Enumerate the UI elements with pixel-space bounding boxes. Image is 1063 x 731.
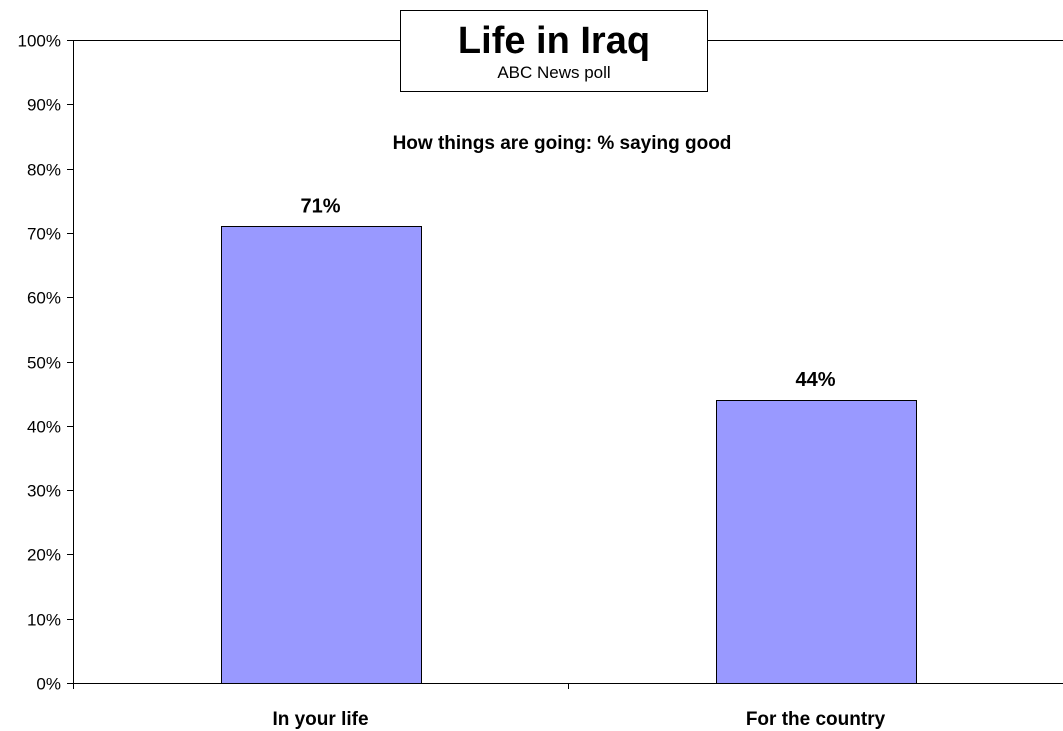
- data-label: 44%: [795, 369, 835, 391]
- chart-title: Life in Iraq: [457, 20, 651, 62]
- bar-in-your-life: [221, 226, 422, 684]
- y-tick-label: 90%: [27, 96, 61, 115]
- title-box: Life in Iraq ABC News poll: [400, 10, 708, 92]
- data-labels: 71% 44%: [300, 195, 835, 391]
- y-tick-label: 100%: [18, 32, 61, 51]
- y-tick-label: 10%: [27, 611, 61, 630]
- x-axis: In your life For the country: [73, 683, 1063, 730]
- x-category-label: In your life: [272, 709, 368, 730]
- y-tick-label: 50%: [27, 354, 61, 373]
- bars: [221, 226, 917, 684]
- x-category-label: For the country: [746, 709, 886, 730]
- y-tick-label: 60%: [27, 289, 61, 308]
- y-tick-label: 0%: [36, 675, 61, 694]
- y-axis: 0% 10% 20% 30% 40% 50% 60% 70% 80% 90% 100%: [18, 32, 1063, 694]
- chart-source: ABC News poll: [497, 63, 611, 82]
- y-tick-label: 70%: [27, 225, 61, 244]
- y-tick-label: 20%: [27, 546, 61, 565]
- bar-for-the-country: [716, 400, 917, 684]
- data-label: 71%: [300, 195, 340, 217]
- chart-subtitle: How things are going: % saying good: [393, 133, 732, 154]
- y-tick-label: 80%: [27, 161, 61, 180]
- y-tick-label: 30%: [27, 482, 61, 501]
- y-tick-label: 40%: [27, 418, 61, 437]
